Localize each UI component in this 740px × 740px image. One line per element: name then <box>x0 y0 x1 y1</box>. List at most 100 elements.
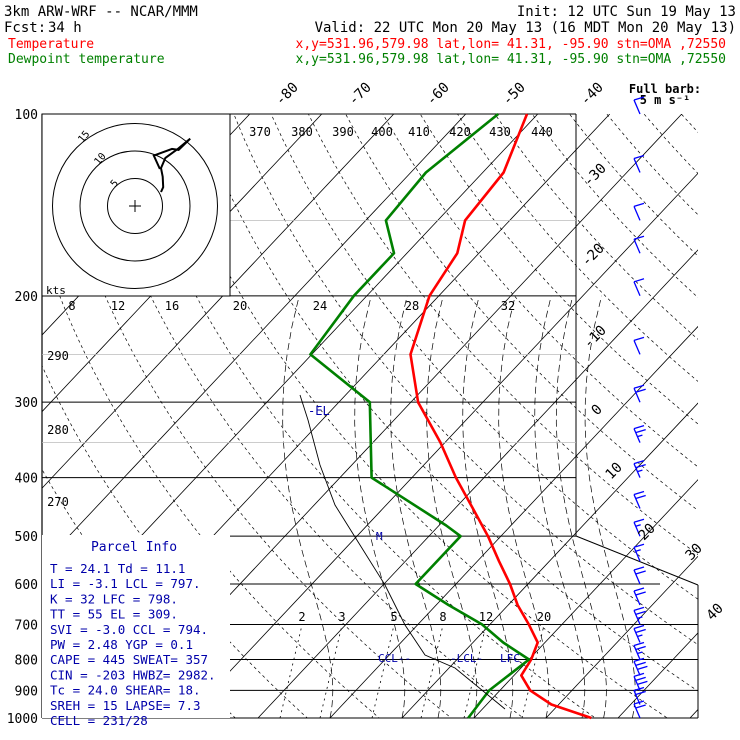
mixing-ratio-label-20: 20 <box>537 610 551 624</box>
parcel-row-1: LI = -3.1 LCL = 797. <box>50 576 201 591</box>
wind-barb-flag <box>633 154 645 160</box>
wind-barb-flag <box>635 645 646 651</box>
hodograph-ring-5 <box>107 178 163 234</box>
isotherm-line <box>401 402 698 718</box>
isotherm-label-10: 10 <box>603 460 626 483</box>
wind-barb-flag <box>635 704 646 709</box>
wind-barb-flag <box>633 624 645 630</box>
theta-label-400: 400 <box>371 125 393 139</box>
isotherm-line <box>257 249 698 718</box>
mixing-ratio-label-12: 12 <box>479 610 493 624</box>
wind-barb-flag <box>635 591 646 596</box>
theta-label-430: 430 <box>489 125 511 139</box>
wind-barb-flag <box>637 665 648 671</box>
mixing-ratio-label-3: 3 <box>338 610 345 624</box>
wind-barb-flag <box>633 518 645 523</box>
parcel-row-10: CELL = 231/28 <box>50 713 148 728</box>
dry-adiabat <box>233 114 698 646</box>
mixing-ratio-line <box>420 624 444 718</box>
isotherm-label-40: 40 <box>704 601 727 624</box>
dry-adiabat <box>158 114 668 718</box>
wind-barb-flag <box>633 606 645 612</box>
wind-barb-900 <box>633 672 648 691</box>
parcel-row-2: K = 32 LFC = 798. <box>50 591 178 606</box>
legend-dewpoint-info: x,y=531.96,579.98 lat,lon= 41.31, -95.90… <box>296 52 726 67</box>
hodo-speed-label-12: 12 <box>111 299 125 313</box>
lcl-label: -LCL- <box>450 652 483 665</box>
isotherm-line <box>42 114 467 566</box>
moist-adiabat <box>584 295 636 718</box>
wind-barb-staff <box>633 628 641 643</box>
melting-level-label: M <box>376 530 383 543</box>
wind-barb-half <box>637 616 643 620</box>
parcel-path <box>299 394 506 710</box>
hodo-speed-label-28: 28 <box>405 299 419 313</box>
wind-barb-staff <box>633 590 641 606</box>
legend-temperature-info: x,y=531.96,579.98 lat,lon= 41.31, -95.90… <box>296 37 726 52</box>
wind-barb-half <box>637 469 643 473</box>
mixing-ratio-line <box>463 624 487 718</box>
wind-barb-flag <box>633 235 645 240</box>
mixing-ratio-label-2: 2 <box>298 610 305 624</box>
isotherm-label--50: -50 <box>500 80 529 109</box>
wind-barb-half <box>637 434 643 438</box>
wind-barb-staff <box>633 676 641 691</box>
isotherm-line <box>42 114 395 489</box>
parcel-row-7: CIN = -203 HWBZ= 2982. <box>50 667 216 682</box>
wind-barb-350 <box>633 424 646 443</box>
mixing-ratio-line <box>279 624 303 718</box>
temperature-curve <box>409 113 592 720</box>
moist-adiabat <box>534 295 586 718</box>
wind-barb-flag <box>633 424 645 430</box>
mixing-ratio-line <box>521 624 545 718</box>
dry-adiabat <box>606 114 698 216</box>
pressure-label-1000: 1000 <box>7 712 38 727</box>
wind-barb-flag <box>635 463 646 469</box>
wind-barb-flag <box>633 490 645 496</box>
sounding-curves <box>299 112 592 720</box>
wind-barb-staff <box>633 206 641 221</box>
wind-barb-700 <box>633 606 646 625</box>
wind-barb-flag <box>633 459 645 465</box>
wind-barb-170 <box>633 235 645 254</box>
parcel-row-9: SREH = 15 LAPSE= 7.3 <box>50 698 201 713</box>
wind-barb-flag <box>635 570 646 575</box>
wind-barb-staff <box>633 387 641 403</box>
pressure-label-800: 800 <box>15 653 38 668</box>
lfc-label: LFC <box>500 652 520 665</box>
wind-barb-staff <box>633 99 641 115</box>
wind-barb-450 <box>633 490 646 509</box>
wind-barb-550 <box>633 543 645 562</box>
wind-barb-staff <box>633 703 641 719</box>
wind-barb-staff <box>633 463 641 478</box>
theta-label-390: 390 <box>332 125 354 139</box>
dry-adiabat <box>494 114 698 340</box>
equilibrium-level-label: -EL <box>308 404 330 418</box>
parcel-row-6: CAPE = 445 SWEAT= 357 <box>50 652 208 667</box>
isotherm-label-0: 0 <box>589 402 606 419</box>
wind-barb-staff <box>633 340 641 355</box>
pressure-label-300: 300 <box>15 396 38 411</box>
wind-barb-flag <box>633 384 645 389</box>
isotherm-label--70: -70 <box>346 80 375 109</box>
parcel-row-8: Tc = 24.0 SHEAR= 18. <box>50 683 201 698</box>
wind-barb-850 <box>633 657 648 676</box>
pressure-label-200: 200 <box>15 290 38 305</box>
barb-key-line2: 5 m s⁻¹ <box>640 93 691 107</box>
hodo-speed-label-8: 8 <box>68 299 75 313</box>
legend-dewpoint-name: Dewpoint temperature <box>8 52 165 67</box>
moist-adiabat <box>555 295 607 718</box>
parcel-row-0: T = 24.1 Td = 11.1 <box>50 561 185 576</box>
wind-barb-half <box>635 524 641 527</box>
theta-label-380: 380 <box>291 125 313 139</box>
dry-adiabat <box>643 114 698 174</box>
barb-key-line1: Full barb: <box>629 82 701 96</box>
hodo-speed-label-32: 32 <box>501 299 515 313</box>
wind-barb-staff <box>633 661 641 676</box>
isotherm-label--20: -20 <box>579 241 608 270</box>
isotherm-line <box>185 172 698 718</box>
wind-barb-staff <box>633 521 641 537</box>
wind-barbs <box>633 96 648 719</box>
wind-barb-flag <box>633 278 645 283</box>
hodograph-ring-label-5: 5 <box>109 178 121 190</box>
